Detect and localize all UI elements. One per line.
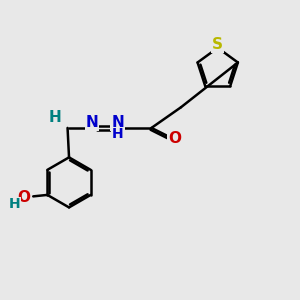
Text: H: H (49, 110, 61, 125)
Text: H: H (112, 128, 123, 141)
Text: O: O (168, 131, 181, 146)
Text: N: N (85, 115, 98, 130)
Text: S: S (212, 37, 223, 52)
Text: H: H (9, 197, 20, 211)
Text: N: N (111, 115, 124, 130)
Text: O: O (17, 190, 30, 205)
